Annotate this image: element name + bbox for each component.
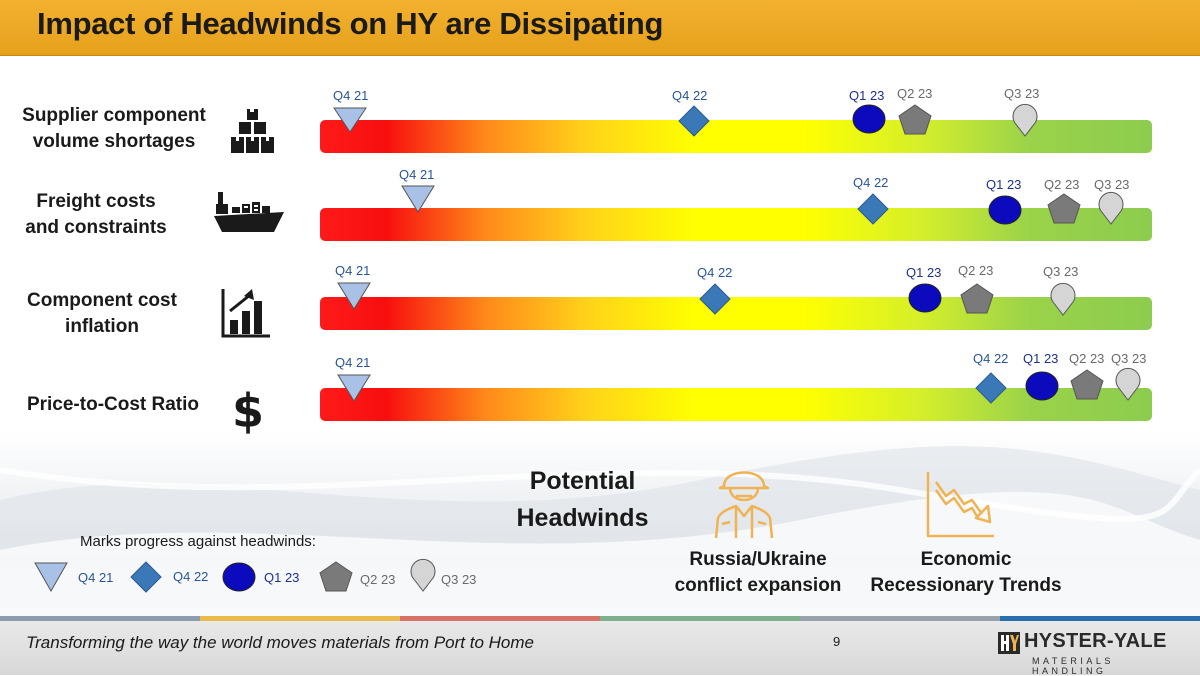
cargo-ship-icon [214, 192, 284, 232]
row-label-component-cost: Component cost inflation [12, 288, 192, 340]
pentagon-marker-icon [1070, 369, 1104, 400]
drop-marker-icon [1012, 103, 1038, 137]
pentagon-marker-icon [898, 104, 932, 135]
footer-color-strip [0, 616, 1200, 621]
triangle-marker-icon [401, 185, 435, 213]
marker-label: Q4 22 [672, 88, 708, 103]
diamond-marker-icon [857, 193, 889, 225]
diamond-marker-icon [678, 105, 710, 137]
marker-label: Q4 22 [853, 175, 889, 190]
tagline: Transforming the way the world moves mat… [26, 633, 534, 653]
row-label-line: inflation [65, 316, 139, 337]
triangle-marker-icon [337, 282, 371, 310]
marker-label: Q2 23 [1069, 351, 1105, 366]
legend-label: Q4 22 [173, 569, 209, 584]
marker-label: Q4 21 [399, 167, 435, 182]
pentagon-marker-icon [960, 283, 994, 314]
diamond-marker-icon [130, 561, 162, 593]
drop-marker-icon [1098, 191, 1124, 225]
pentagon-marker-icon [1047, 193, 1081, 224]
row-label-line: Component cost [27, 290, 177, 311]
bottom-label-line: Russia/Ukraine [689, 549, 827, 570]
marker-label: Q3 23 [1004, 86, 1040, 101]
potential-title-line: Headwinds [516, 504, 649, 532]
diamond-marker-icon [699, 283, 731, 315]
pentagon-marker-icon [319, 561, 353, 592]
marker-label: Q4 21 [335, 263, 371, 278]
legend-label: Q4 21 [78, 570, 114, 585]
bottom-label-line: Recessionary Trends [870, 575, 1062, 596]
row-label-line: Supplier component [22, 105, 206, 126]
marker-label: Q3 23 [1094, 177, 1130, 192]
marker-label: Q1 23 [1023, 351, 1059, 366]
title-bar: Impact of Headwinds on HY are Dissipatin… [0, 0, 1200, 56]
marker-label: Q4 21 [335, 355, 371, 370]
progress-bar-freight [320, 208, 1152, 241]
tagline-part: world moves materials from Port to Home [216, 633, 534, 652]
circle-marker-icon [1025, 371, 1059, 401]
boxes-icon [231, 109, 274, 153]
row-label-line: Freight costs [36, 191, 156, 212]
marker-label: Q3 23 [1111, 351, 1147, 366]
circle-marker-icon [852, 104, 886, 134]
potential-headwinds-title: Potential Headwinds [500, 463, 665, 537]
drop-marker-icon [1115, 367, 1141, 401]
marker-label: Q4 21 [333, 88, 369, 103]
logo-text: HYSTER-YALE [1024, 630, 1167, 652]
triangle-marker-icon [337, 374, 371, 402]
marker-label: Q2 23 [897, 86, 933, 101]
triangle-marker-icon [34, 562, 68, 592]
marker-label: Q1 23 [986, 177, 1022, 192]
hyster-yale-logo: HYSTER-YALE MATERIALS HANDLING [998, 630, 1168, 676]
row-label-supplier: Supplier component volume shortages [14, 103, 214, 155]
marker-label: Q2 23 [1044, 177, 1080, 192]
marker-label: Q4 22 [697, 265, 733, 280]
legend-title: Marks progress against headwinds: [80, 533, 316, 550]
soldier-icon [714, 471, 774, 539]
circle-marker-icon [908, 283, 942, 313]
tagline-part: Transforming the way the [26, 633, 217, 652]
logo-subtext: MATERIALS HANDLING [1032, 656, 1114, 676]
drop-marker-icon [1050, 282, 1076, 316]
bottom-label-line: Economic [920, 549, 1012, 570]
russia-ukraine-label: Russia/Ukraine conflict expansion [668, 547, 848, 599]
rising-chart-icon [221, 289, 270, 338]
hy-monogram-icon [998, 632, 1020, 654]
row-label-line: volume shortages [32, 131, 196, 152]
legend-label: Q1 23 [264, 570, 300, 585]
background-swirl [0, 430, 1200, 620]
row-label-freight: Freight costs and constraints [16, 189, 176, 241]
page-number: 9 [833, 634, 841, 649]
marker-label: Q3 23 [1043, 264, 1079, 279]
svg-text:$: $ [233, 384, 263, 435]
row-label-price-to-cost: Price-to-Cost Ratio [18, 392, 208, 418]
marker-label: Q1 23 [849, 88, 885, 103]
marker-label: Q2 23 [958, 263, 994, 278]
diamond-marker-icon [975, 372, 1007, 404]
circle-marker-icon [222, 562, 256, 592]
circle-marker-icon [988, 195, 1022, 225]
page-title: Impact of Headwinds on HY are Dissipatin… [37, 6, 664, 41]
row-label-line: Price-to-Cost Ratio [26, 394, 200, 415]
progress-bar-supplier [320, 120, 1152, 153]
marker-label: Q1 23 [906, 265, 942, 280]
row-label-line: and constraints [25, 217, 167, 238]
economic-recession-label: Economic Recessionary Trends [866, 547, 1066, 599]
triangle-marker-icon [333, 107, 367, 133]
declining-chart-icon [926, 472, 994, 538]
progress-bar-price-to-cost [320, 388, 1152, 421]
dollar-icon: $ [233, 384, 263, 435]
legend-label: Q2 23 [360, 572, 396, 587]
legend-label: Q3 23 [441, 572, 477, 587]
progress-bar-component-cost [320, 297, 1152, 330]
potential-title-line: Potential [529, 467, 636, 495]
bottom-label-line: conflict expansion [674, 575, 842, 596]
marker-label: Q4 22 [973, 351, 1009, 366]
drop-marker-icon [410, 558, 436, 592]
